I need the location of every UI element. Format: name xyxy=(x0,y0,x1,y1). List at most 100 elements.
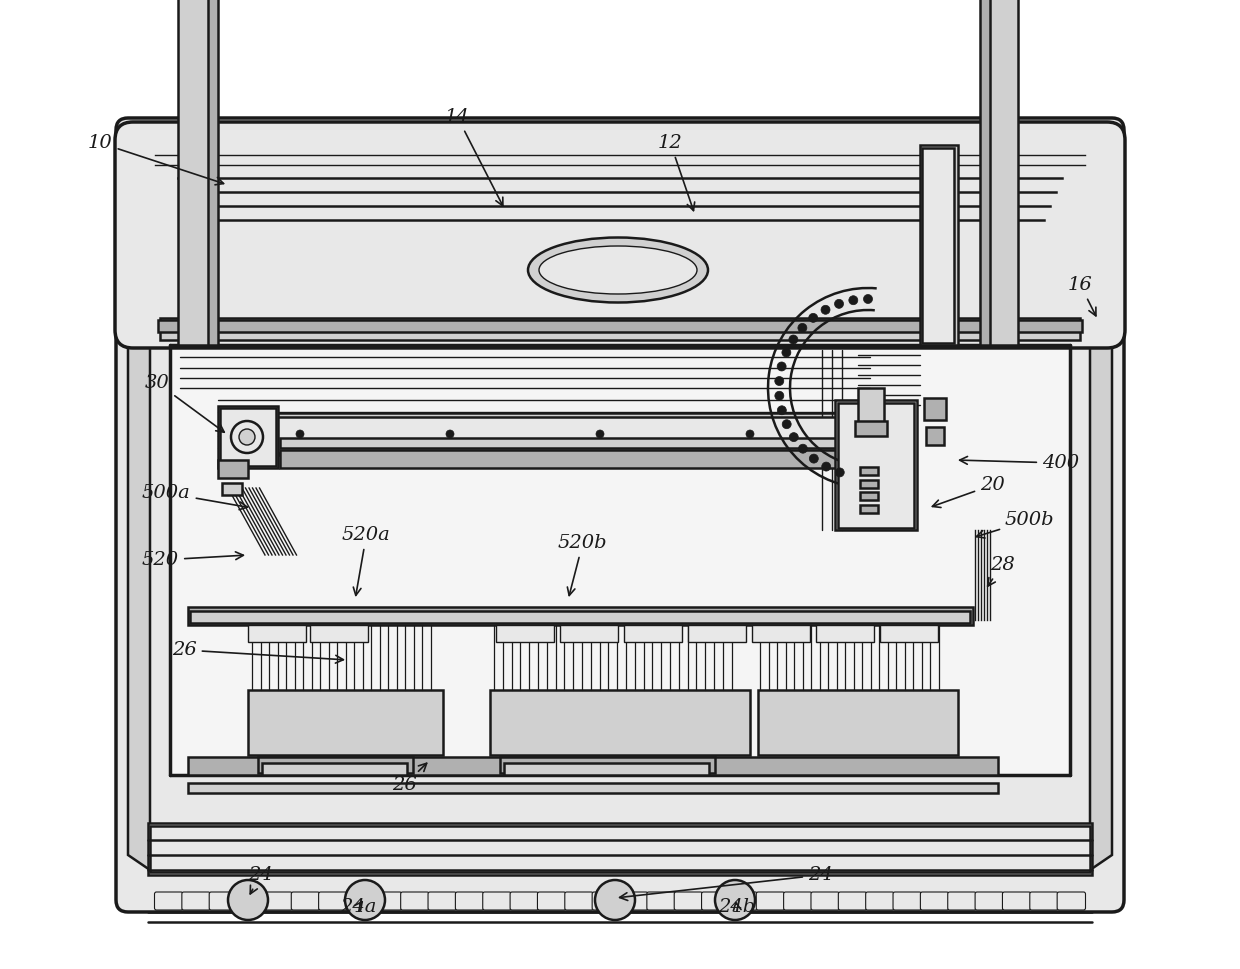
Bar xyxy=(157,320,1083,332)
Bar xyxy=(500,757,715,773)
Bar xyxy=(858,388,884,430)
Circle shape xyxy=(810,454,818,463)
FancyBboxPatch shape xyxy=(510,892,538,910)
Circle shape xyxy=(797,324,807,332)
FancyBboxPatch shape xyxy=(893,892,921,910)
Text: 12: 12 xyxy=(658,134,694,210)
Polygon shape xyxy=(1090,155,1112,870)
Bar xyxy=(924,398,946,420)
FancyBboxPatch shape xyxy=(346,892,374,910)
Bar xyxy=(838,403,914,528)
Text: 520: 520 xyxy=(143,551,243,569)
Circle shape xyxy=(446,430,454,438)
Text: 24b: 24b xyxy=(718,898,755,916)
Circle shape xyxy=(821,305,830,314)
Bar xyxy=(280,438,856,448)
FancyBboxPatch shape xyxy=(702,892,730,910)
FancyBboxPatch shape xyxy=(401,892,429,910)
Bar xyxy=(218,406,278,468)
Text: 520b: 520b xyxy=(558,534,608,596)
Bar xyxy=(160,318,1080,340)
Bar xyxy=(758,690,959,755)
Circle shape xyxy=(596,430,604,438)
FancyBboxPatch shape xyxy=(117,118,1123,912)
FancyBboxPatch shape xyxy=(975,892,1003,910)
FancyBboxPatch shape xyxy=(291,892,320,910)
Bar xyxy=(208,0,218,345)
Bar xyxy=(490,690,750,755)
Bar xyxy=(248,625,306,642)
Text: 14: 14 xyxy=(445,108,503,205)
Text: 400: 400 xyxy=(960,454,1079,472)
FancyBboxPatch shape xyxy=(237,892,265,910)
FancyBboxPatch shape xyxy=(1058,892,1085,910)
Circle shape xyxy=(835,299,843,308)
Circle shape xyxy=(239,429,255,445)
Bar xyxy=(188,783,998,793)
Bar xyxy=(496,625,554,642)
Bar xyxy=(258,757,413,773)
FancyBboxPatch shape xyxy=(537,892,565,910)
Bar xyxy=(148,823,1092,875)
Bar xyxy=(816,625,874,642)
Circle shape xyxy=(777,362,786,371)
Circle shape xyxy=(782,420,791,428)
Circle shape xyxy=(822,462,831,471)
Bar xyxy=(179,0,210,345)
Bar xyxy=(224,417,858,453)
Bar xyxy=(751,625,810,642)
FancyBboxPatch shape xyxy=(756,892,785,910)
Polygon shape xyxy=(128,155,150,870)
Text: 20: 20 xyxy=(932,476,1004,508)
FancyBboxPatch shape xyxy=(1029,892,1058,910)
Bar xyxy=(920,145,959,345)
FancyBboxPatch shape xyxy=(811,892,839,910)
FancyBboxPatch shape xyxy=(319,892,347,910)
FancyBboxPatch shape xyxy=(210,892,238,910)
Ellipse shape xyxy=(528,237,708,302)
Bar xyxy=(980,0,990,345)
Bar xyxy=(280,450,856,468)
Text: 16: 16 xyxy=(1068,276,1096,316)
Bar xyxy=(248,690,443,755)
Text: 500b: 500b xyxy=(976,511,1055,538)
Circle shape xyxy=(715,880,755,920)
Circle shape xyxy=(789,335,797,344)
FancyBboxPatch shape xyxy=(647,892,676,910)
FancyBboxPatch shape xyxy=(115,122,1125,348)
Bar xyxy=(861,492,878,500)
Text: 500a: 500a xyxy=(143,484,248,510)
Circle shape xyxy=(863,295,873,303)
FancyBboxPatch shape xyxy=(947,892,976,910)
FancyBboxPatch shape xyxy=(182,892,211,910)
FancyBboxPatch shape xyxy=(564,892,593,910)
Text: 24: 24 xyxy=(248,866,273,894)
Bar xyxy=(310,625,368,642)
Circle shape xyxy=(775,391,784,400)
Bar xyxy=(170,335,1070,775)
Bar xyxy=(624,625,682,642)
Bar xyxy=(560,625,618,642)
Bar xyxy=(222,413,861,455)
FancyBboxPatch shape xyxy=(784,892,812,910)
Circle shape xyxy=(782,348,791,357)
Circle shape xyxy=(228,880,268,920)
Text: 26: 26 xyxy=(172,641,343,663)
Circle shape xyxy=(231,421,263,453)
Bar xyxy=(923,148,954,343)
FancyBboxPatch shape xyxy=(620,892,647,910)
Circle shape xyxy=(595,880,635,920)
FancyBboxPatch shape xyxy=(1002,892,1030,910)
Circle shape xyxy=(746,430,754,438)
Bar xyxy=(262,763,407,775)
Ellipse shape xyxy=(539,246,697,294)
FancyBboxPatch shape xyxy=(264,892,293,910)
FancyBboxPatch shape xyxy=(920,892,949,910)
Bar xyxy=(856,421,887,436)
Bar xyxy=(861,480,878,488)
Bar xyxy=(503,763,709,775)
Circle shape xyxy=(777,406,786,415)
Text: 24: 24 xyxy=(620,866,833,900)
Circle shape xyxy=(296,430,304,438)
Circle shape xyxy=(790,432,799,442)
